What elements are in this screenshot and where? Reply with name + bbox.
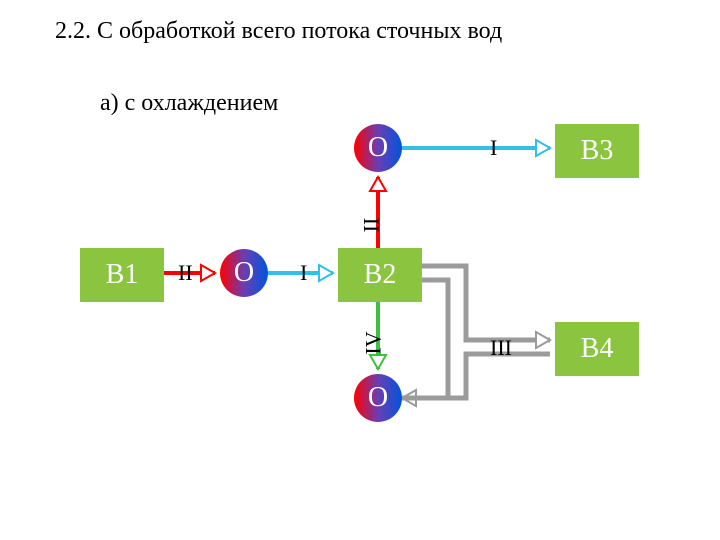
edge-label-II-left: II [178,260,193,286]
node-b1: В1 [80,248,164,302]
node-b3-label: В3 [581,135,614,167]
node-o-bot-label: О [368,382,388,414]
node-b1-label: В1 [106,259,139,291]
node-o-top-label: О [368,132,388,164]
edge-label-IV: IV [361,331,387,354]
node-b3: В3 [555,124,639,178]
node-b2: В2 [338,248,422,302]
node-o-bot: О [354,374,402,422]
node-b2-label: В2 [364,259,397,291]
edge-label-I-top: I [490,135,497,161]
edge-label-III: III [490,335,512,361]
node-o-top: О [354,124,402,172]
node-b4: В4 [555,322,639,376]
edge-label-II-vert: II [358,218,384,233]
node-o-mid-label: О [234,257,254,289]
edge-label-I-mid: I [300,260,307,286]
node-b4-label: В4 [581,333,614,365]
node-o-mid: О [220,249,268,297]
